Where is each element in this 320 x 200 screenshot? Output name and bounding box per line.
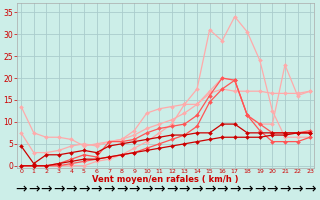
X-axis label: Vent moyen/en rafales ( km/h ): Vent moyen/en rafales ( km/h ) — [92, 175, 239, 184]
